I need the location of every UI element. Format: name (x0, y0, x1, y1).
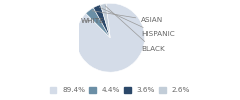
Text: ASIAN: ASIAN (92, 11, 164, 24)
Text: HISPANIC: HISPANIC (99, 7, 175, 37)
Wedge shape (93, 5, 110, 38)
Wedge shape (76, 3, 144, 72)
Wedge shape (86, 8, 110, 38)
Text: BLACK: BLACK (105, 6, 165, 52)
Wedge shape (101, 4, 110, 38)
Legend: 89.4%, 4.4%, 3.6%, 2.6%: 89.4%, 4.4%, 3.6%, 2.6% (47, 85, 193, 96)
Text: WHITE: WHITE (81, 18, 104, 24)
